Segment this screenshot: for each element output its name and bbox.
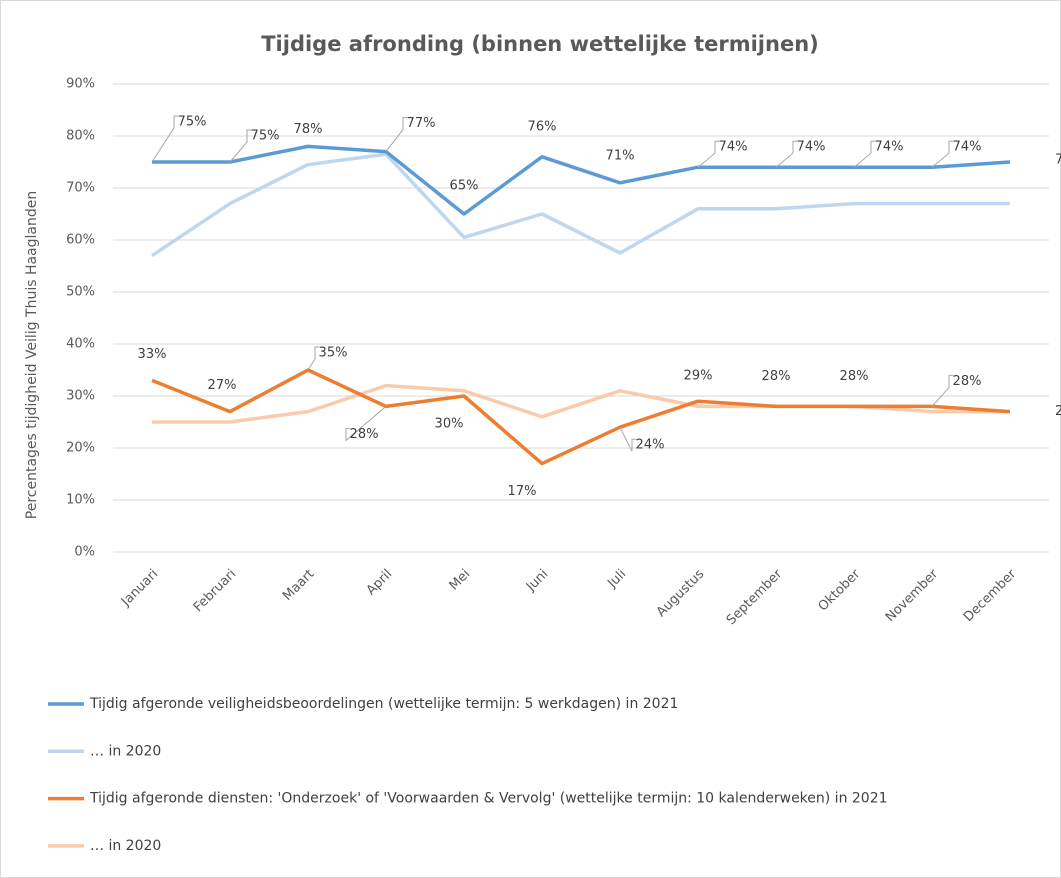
legend-label: … in 2020 bbox=[90, 743, 161, 759]
legend-label: … in 2020 bbox=[90, 838, 161, 854]
data-label: 75% bbox=[1055, 153, 1061, 168]
y-tick-label: 60% bbox=[66, 233, 95, 248]
data-label: 74% bbox=[953, 140, 982, 155]
data-label: 28% bbox=[840, 369, 869, 384]
y-tick-label: 0% bbox=[74, 545, 95, 560]
leader-line bbox=[697, 140, 719, 168]
legend-label: Tijdig afgeronde veiligheidsbeoordelinge… bbox=[89, 696, 678, 712]
data-label: 74% bbox=[797, 140, 826, 155]
leader-line bbox=[345, 406, 387, 442]
y-tick-label: 30% bbox=[66, 389, 95, 404]
y-tick-label: 80% bbox=[66, 129, 95, 144]
data-label: 24% bbox=[636, 438, 665, 453]
data-label: 17% bbox=[508, 484, 537, 499]
leader-line bbox=[229, 129, 251, 163]
data-label: 35% bbox=[319, 346, 348, 361]
data-label: 27% bbox=[1055, 404, 1061, 419]
data-label: 76% bbox=[528, 119, 557, 134]
data-label: 33% bbox=[138, 347, 167, 362]
y-tick-label: 40% bbox=[66, 337, 95, 352]
data-label: 30% bbox=[435, 417, 464, 432]
y-tick-label: 10% bbox=[66, 493, 95, 508]
leader-line bbox=[931, 140, 953, 168]
y-tick-label: 50% bbox=[66, 285, 95, 300]
leader-line bbox=[931, 374, 953, 407]
data-label: 74% bbox=[875, 140, 904, 155]
data-label: 65% bbox=[450, 179, 479, 194]
data-label: 75% bbox=[251, 129, 280, 144]
legend-label: Tijdig afgeronde diensten: 'Onderzoek' o… bbox=[89, 791, 888, 807]
leader-line bbox=[151, 115, 178, 163]
y-tick-label: 70% bbox=[66, 181, 95, 196]
data-label: 75% bbox=[178, 115, 207, 130]
series-line bbox=[151, 368, 1011, 466]
leader-line bbox=[853, 140, 875, 168]
series-line bbox=[151, 152, 1010, 258]
chart-title: Tijdige afronding (binnen wettelijke ter… bbox=[261, 32, 819, 56]
data-label: 27% bbox=[208, 378, 237, 393]
series-line bbox=[152, 144, 1011, 216]
data-label: 28% bbox=[350, 427, 379, 442]
data-label: 78% bbox=[294, 122, 323, 137]
leader-line bbox=[775, 140, 797, 168]
data-label: 29% bbox=[684, 369, 713, 384]
y-axis-label: Percentages tijdigheid Veilig Thuis Haag… bbox=[24, 191, 40, 519]
y-tick-label: 20% bbox=[66, 441, 95, 456]
leader-line bbox=[385, 117, 407, 152]
data-label: 28% bbox=[953, 374, 982, 389]
data-label: 28% bbox=[762, 369, 791, 384]
data-label: 71% bbox=[606, 148, 635, 163]
leader-line bbox=[619, 426, 636, 452]
leader-line bbox=[307, 346, 319, 371]
y-tick-label: 90% bbox=[66, 77, 95, 92]
data-label: 77% bbox=[407, 116, 436, 131]
data-label: 74% bbox=[719, 140, 748, 155]
